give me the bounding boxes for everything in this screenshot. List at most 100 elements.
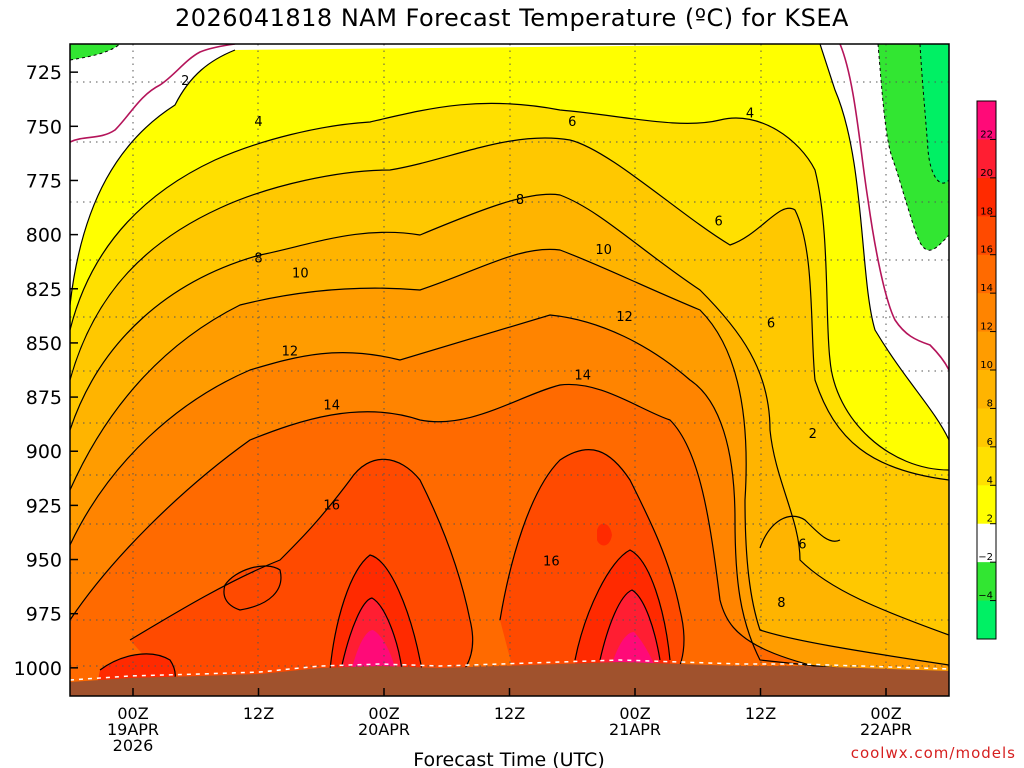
freezing-line-right [839,44,949,371]
contour-label: 10 [292,267,309,282]
colorbar: 22 20 18 16 14 12 10 8 6 4 2 −2 −4 [976,100,997,640]
colorbar-label: 4 [987,475,993,486]
x-tick-label: 21APR [609,720,661,739]
colorbar-label: 18 [980,206,993,217]
colorbar-swatch [977,177,996,217]
isotherm-lines [70,44,949,696]
colorbar-swatch [977,370,996,409]
y-tick-label: 825 [26,279,62,301]
contour-label: 8 [777,596,785,611]
x-tick-label: 00Z [619,704,650,723]
y-axis: 725 750 775 800 825 850 875 900 925 950 975 1000 [14,62,78,680]
x-axis-title: Forecast Time (UTC) [413,749,604,768]
colorbar-label: 14 [980,283,993,294]
contour-label: 12 [282,345,299,360]
contour-label: 16 [323,498,340,513]
colorbar-label: 10 [980,360,993,371]
colorbar-swatch [977,408,996,448]
colorbar-label: 2 [987,514,993,525]
y-tick-label: 950 [26,550,62,572]
isotherm-10 [70,248,949,666]
minus2-line-left [70,44,121,61]
colorbar-swatch [977,331,996,371]
y-tick-label: 975 [26,604,62,626]
isotherm-12 [70,314,949,681]
contour-label: 16 [543,555,560,570]
y-tick-label: 750 [26,116,62,138]
plot-area: 2 4 6 4 8 6 8 10 10 12 6 12 14 14 16 6 16 8 2 [70,44,949,696]
isotherm-16c [223,565,282,611]
colorbar-label: 22 [980,129,993,140]
x-tick-label: 12Z [494,704,525,723]
ground-terrain [70,662,949,696]
isotherm-6 [70,137,949,481]
colorbar-swatch [977,446,996,486]
colorbar-label: −2 [978,552,993,563]
isotherm-18c [574,549,671,661]
contour-label: 14 [323,399,340,414]
colorbar-swatch [977,293,996,333]
contour-label: 6 [568,115,576,130]
contour-label: 4 [254,115,262,130]
contour-label: 6 [715,215,723,230]
colorbar-swatch [977,216,996,256]
contour-label: 6 [767,316,775,331]
isotherm-14 [70,383,949,691]
colorbar-swatch [977,485,996,525]
x-tick-label: 12Z [243,704,274,723]
freezing-line-left [70,44,236,143]
y-tick-label: 1000 [14,658,62,680]
y-tick-label: 875 [26,387,62,409]
y-tick-label: 900 [26,441,62,463]
contour-label: 14 [574,368,591,383]
colorbar-label: 6 [987,437,993,448]
grid-lines [70,44,949,696]
ground-surface-dashes [70,659,949,681]
isotherm-20a [341,597,403,671]
x-tick-label: 00Z [117,704,148,723]
contour-labels: 2 4 6 4 8 6 8 10 10 12 6 12 14 14 16 6 16 8 2 [181,74,817,611]
colorbar-swatch [977,254,996,294]
x-tick-label: 2026 [113,736,154,755]
red-band-18d [597,523,612,546]
colorbar-swatch [977,562,996,602]
isotherm-8 [70,193,949,636]
colorbar-swatch [977,600,996,640]
y-tick-label: 925 [26,495,62,517]
colorbar-label: −4 [978,591,993,602]
x-tick-label: 22APR [860,720,912,739]
minus4-line-right [919,44,949,184]
isotherm-4 [70,102,949,471]
chart-title: 2026041818 NAM Forecast Temperature (ºC)… [175,4,849,32]
y-tick-label: 850 [26,333,62,355]
frozen-dashed-lines [70,44,949,251]
colorbar-swatch [977,101,996,140]
isotherm-6-loop [759,515,841,549]
contour-label: 6 [798,537,806,552]
isotherm-16b [499,449,685,691]
colorbar-label: 20 [980,168,993,179]
contour-label: 2 [181,74,189,89]
minus2-line-right [877,44,949,251]
x-tick-label: 19APR [107,720,159,739]
x-tick-label: 20APR [358,720,410,739]
isotherm-2-right [819,44,949,441]
contour-label: 8 [254,251,262,266]
y-tick-label: 725 [26,62,62,84]
credit-link[interactable]: coolwx.com/models [850,744,1016,762]
x-tick-label: 12Z [745,704,776,723]
contour-label: 12 [616,310,633,325]
contour-label: 2 [809,427,817,442]
y-tick-label: 800 [26,225,62,247]
contour-label: 4 [746,106,754,121]
x-tick-label: 00Z [368,704,399,723]
isotherm-16a [129,458,474,691]
colorbar-label: 8 [987,398,993,409]
x-tick-label: 00Z [870,704,901,723]
isotherm-20b [599,589,661,661]
y-tick-label: 775 [26,170,62,192]
green-band-minus2-left [70,44,120,60]
freezing-lines [70,44,949,371]
